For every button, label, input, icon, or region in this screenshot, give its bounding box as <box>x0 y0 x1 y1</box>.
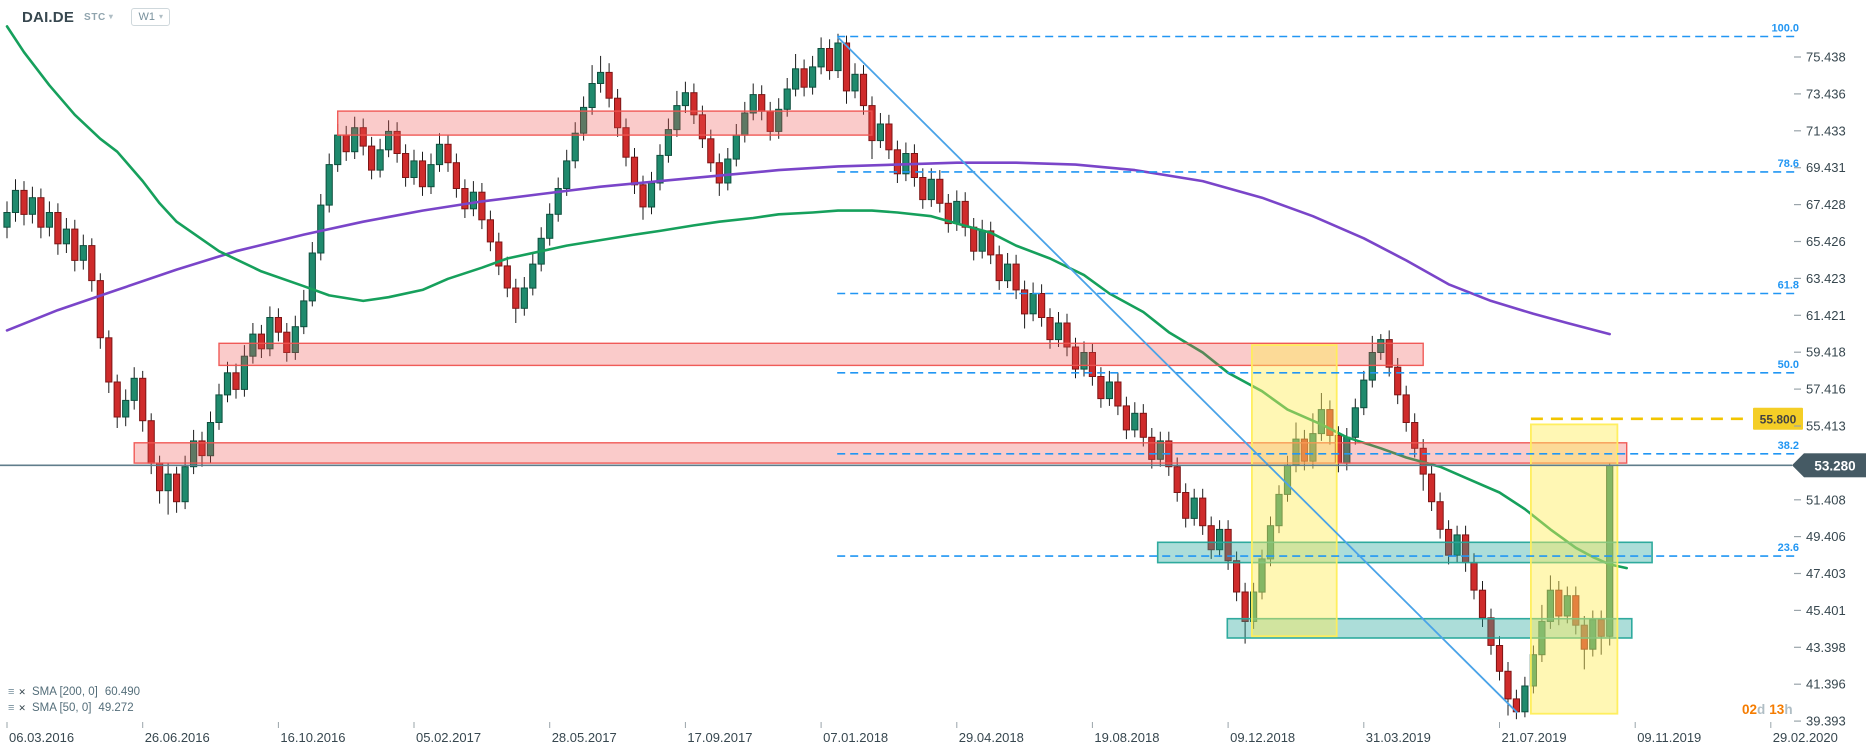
fib-label: 50.0 <box>1778 359 1799 371</box>
indicator-settings-icon[interactable]: ≡ <box>8 702 15 714</box>
exchange-dropdown[interactable]: STC ▾ <box>84 12 113 23</box>
svg-text:63.423: 63.423 <box>1806 271 1846 286</box>
sma-200-line[interactable] <box>5 161 1611 336</box>
svg-text:28.05.2017: 28.05.2017 <box>552 730 617 745</box>
svg-text:47.403: 47.403 <box>1806 566 1846 581</box>
svg-text:43.398: 43.398 <box>1806 640 1846 655</box>
timeframe-dropdown[interactable]: W1 ▾ <box>131 8 170 26</box>
svg-text:16.10.2016: 16.10.2016 <box>280 730 345 745</box>
chevron-down-icon: ▾ <box>108 12 114 21</box>
svg-text:67.428: 67.428 <box>1806 197 1846 212</box>
candles <box>3 33 1614 720</box>
svg-text:59.418: 59.418 <box>1806 345 1846 360</box>
countdown-days: 02 <box>1742 702 1758 717</box>
svg-text:21.07.2019: 21.07.2019 <box>1502 730 1567 745</box>
indicator-settings-icon[interactable]: ≡ <box>8 686 15 698</box>
countdown-hours-unit: h <box>1784 702 1793 717</box>
svg-text:26.06.2016: 26.06.2016 <box>145 730 210 745</box>
svg-text:19.08.2018: 19.08.2018 <box>1094 730 1159 745</box>
svg-text:06.03.2016: 06.03.2016 <box>9 730 74 745</box>
svg-text:69.431: 69.431 <box>1806 160 1846 175</box>
fib-label: 78.6 <box>1778 158 1799 170</box>
svg-text:57.416: 57.416 <box>1806 382 1846 397</box>
symbol-name[interactable]: DAI.DE <box>22 8 75 26</box>
remove-indicator-icon[interactable]: ✕ <box>18 702 26 713</box>
svg-text:55.413: 55.413 <box>1806 419 1846 434</box>
remove-indicator-icon[interactable]: ✕ <box>18 686 26 697</box>
indicator-value: 60.490 <box>104 686 141 698</box>
resistance-zone[interactable] <box>337 110 873 136</box>
svg-text:65.426: 65.426 <box>1806 234 1846 249</box>
resistance-zone[interactable] <box>133 442 1628 464</box>
highlight-zone[interactable] <box>1530 423 1619 715</box>
svg-text:53.280: 53.280 <box>1814 458 1855 473</box>
fib-label: 23.6 <box>1778 542 1799 554</box>
support-zone[interactable] <box>1156 541 1653 564</box>
svg-text:45.401: 45.401 <box>1806 603 1846 618</box>
sma-50-line[interactable] <box>5 25 1628 570</box>
countdown-days-unit: d <box>1757 702 1766 717</box>
svg-text:71.433: 71.433 <box>1806 123 1846 138</box>
svg-text:49.406: 49.406 <box>1806 529 1846 544</box>
indicator-row-sma200: ≡ ✕ SMA [200, 0] 60.490 <box>8 684 140 700</box>
svg-text:29.02.2020: 29.02.2020 <box>1773 730 1838 745</box>
trendline[interactable] <box>837 36 1518 714</box>
svg-text:55.800: 55.800 <box>1760 412 1797 426</box>
symbol-header: DAI.DE STC ▾ W1 ▾ <box>22 8 170 26</box>
fib-label: 100.0 <box>1771 23 1799 35</box>
fib-label: 38.2 <box>1778 440 1799 452</box>
exchange-label: STC <box>84 11 106 23</box>
alert-price-badge[interactable]: 55.800 <box>1753 407 1803 430</box>
svg-text:61.421: 61.421 <box>1806 308 1846 323</box>
svg-text:07.01.2018: 07.01.2018 <box>823 730 888 745</box>
svg-text:09.12.2018: 09.12.2018 <box>1230 730 1295 745</box>
time-axis[interactable]: 06.03.2016 26.06.2016 16.10.2016 05.02.2017… <box>6 722 1838 745</box>
indicator-label: SMA [50, 0] <box>31 702 92 714</box>
svg-text:29.04.2018: 29.04.2018 <box>959 730 1024 745</box>
bar-countdown: 02d 13h <box>1742 702 1797 717</box>
countdown-hours: 13 <box>1769 702 1785 717</box>
svg-text:31.03.2019: 31.03.2019 <box>1366 730 1431 745</box>
svg-text:09.11.2019: 09.11.2019 <box>1637 730 1701 745</box>
svg-text:41.396: 41.396 <box>1806 677 1846 692</box>
indicator-label: SMA [200, 0] <box>31 686 98 698</box>
svg-text:05.02.2017: 05.02.2017 <box>416 730 481 745</box>
svg-text:39.393: 39.393 <box>1806 714 1846 729</box>
svg-text:73.436: 73.436 <box>1806 86 1846 101</box>
indicator-legend: ≡ ✕ SMA [200, 0] 60.490 ≡ ✕ SMA [50, 0] … <box>8 684 140 716</box>
indicator-row-sma50: ≡ ✕ SMA [50, 0] 49.272 <box>8 700 140 716</box>
current-price-badge: 53.280 <box>1792 453 1866 478</box>
chevron-down-icon: ▾ <box>158 12 163 21</box>
indicator-value: 49.272 <box>98 702 134 714</box>
fib-label: 61.8 <box>1778 280 1799 292</box>
resistance-zone[interactable] <box>218 342 1424 367</box>
price-axis[interactable]: 75.438 73.436 71.433 69.431 67.428 65.426 63.4… <box>1794 50 1846 729</box>
svg-text:17.09.2017: 17.09.2017 <box>687 730 752 745</box>
svg-text:51.408: 51.408 <box>1806 492 1846 507</box>
svg-text:75.438: 75.438 <box>1806 50 1846 65</box>
timeframe-label: W1 <box>138 11 155 23</box>
